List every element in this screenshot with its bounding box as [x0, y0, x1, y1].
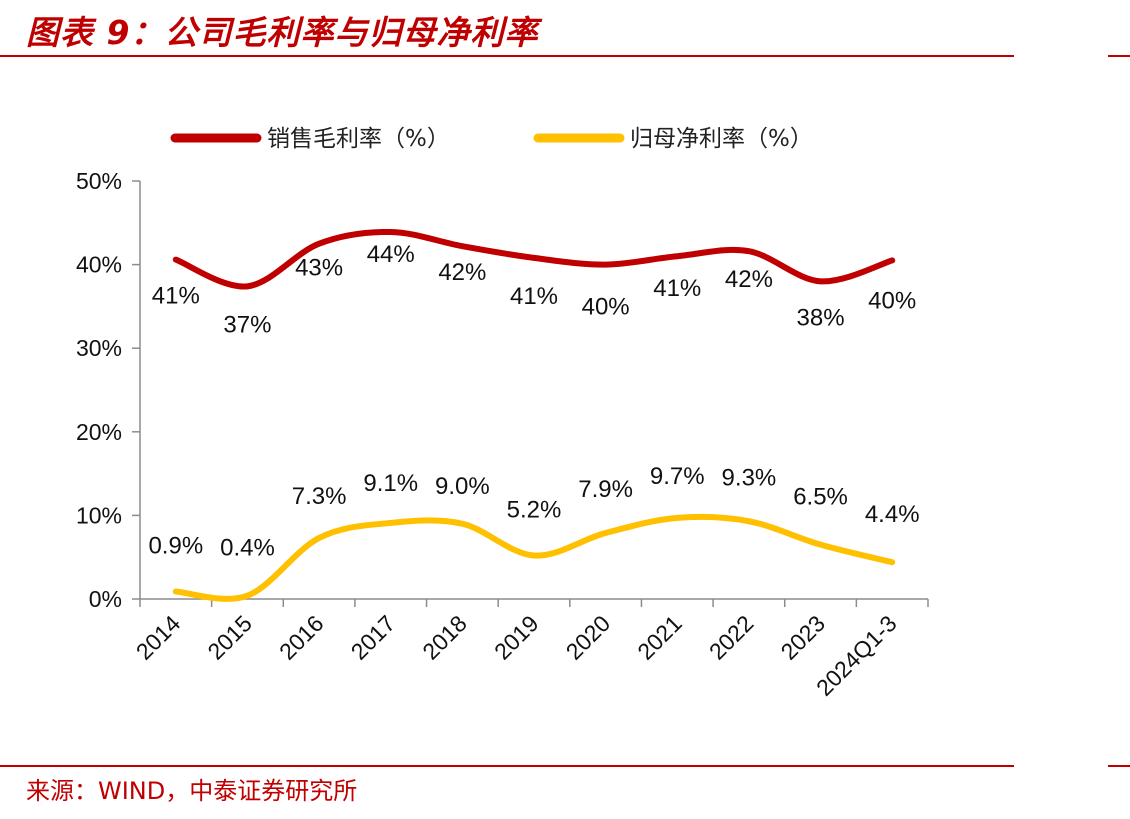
- page-title: 图表 9：公司毛利率与归母净利率: [26, 13, 539, 52]
- x-tick-label-2017: 2017: [346, 610, 401, 665]
- net-margin-line: [172, 513, 896, 602]
- y-tick-label: 20%: [76, 419, 122, 445]
- y-axis: 0% 10% 20% 30% 40% 50%: [76, 168, 141, 612]
- x-axis: 2014 2015 2016 2017 2018 2019 2020 2021 2022 2023…: [131, 598, 929, 701]
- x-tick-label-2023: 2023: [776, 610, 831, 665]
- x-tick-label-2014: 2014: [131, 610, 186, 665]
- footer-divider: [0, 765, 1014, 767]
- gross-margin-label-2020: 40%: [582, 294, 630, 321]
- source-note: 来源：WIND，中泰证券研究所: [26, 777, 358, 805]
- net-margin-label-2018: 9.0%: [435, 473, 490, 500]
- legend-label-net-margin: 归母净利率（%）: [630, 126, 813, 152]
- gross-margin-label-2016: 43%: [295, 255, 343, 282]
- y-tick-label: 30%: [76, 335, 122, 361]
- gross-margin-label-2024q1-3: 40%: [868, 287, 916, 314]
- y-tick-label: 10%: [76, 502, 122, 528]
- net-margin-label-2016: 7.3%: [292, 483, 347, 510]
- gross-margin-label-2015: 37%: [223, 311, 271, 338]
- gross-margin-label-2018: 42%: [438, 259, 486, 286]
- x-tick-label-2020: 2020: [561, 610, 616, 665]
- x-tick-label-2016: 2016: [274, 610, 329, 665]
- x-tick-label-2015: 2015: [202, 610, 257, 665]
- x-tick-label-2018: 2018: [417, 610, 472, 665]
- chart-legend: 销售毛利率（%） 归母净利率（%）: [170, 126, 813, 152]
- data-labels: 41% 37% 43% 44% 42% 41% 40% 41% 42% 38% 40% 0.9% 0.4…: [148, 241, 919, 562]
- y-tick-label: 0%: [89, 586, 122, 612]
- net-margin-label-2020: 7.9%: [578, 476, 633, 503]
- legend-label-gross-margin: 销售毛利率（%）: [267, 126, 450, 152]
- net-margin-label-2014: 0.9%: [148, 532, 203, 559]
- gross-margin-label-2021: 41%: [653, 275, 701, 302]
- gross-margin-line: [172, 228, 896, 290]
- gross-margin-label-2019: 41%: [510, 283, 558, 310]
- x-tick-label-2021: 2021: [632, 610, 687, 665]
- x-tick-label-2019: 2019: [489, 610, 544, 665]
- y-tick-label: 50%: [76, 168, 122, 194]
- net-margin-label-2022: 9.3%: [722, 464, 777, 491]
- gross-margin-label-2017: 44%: [367, 241, 415, 268]
- chart-series: [172, 228, 896, 602]
- net-margin-label-2017: 9.1%: [363, 470, 418, 497]
- gross-margin-label-2022: 42%: [725, 266, 773, 293]
- net-margin-label-2021: 9.7%: [650, 463, 705, 490]
- net-margin-label-2023: 6.5%: [793, 484, 848, 511]
- gross-margin-label-2014: 41%: [152, 283, 200, 310]
- gross-margin-label-2023: 38%: [797, 304, 845, 331]
- net-margin-label-2019: 5.2%: [507, 497, 562, 524]
- margin-line-chart: 销售毛利率（%） 归母净利率（%） 0%10%20%30%40%50% 2014 2…: [76, 126, 929, 701]
- footer-divider-right: [1108, 765, 1130, 767]
- x-tick-label-2022: 2022: [704, 610, 759, 665]
- y-tick-label: 40%: [76, 252, 122, 278]
- net-margin-label-2015: 0.4%: [220, 535, 275, 562]
- title-divider: [0, 55, 1014, 57]
- title-divider-right: [1108, 55, 1130, 57]
- net-margin-label-2024q1-3: 4.4%: [865, 501, 920, 528]
